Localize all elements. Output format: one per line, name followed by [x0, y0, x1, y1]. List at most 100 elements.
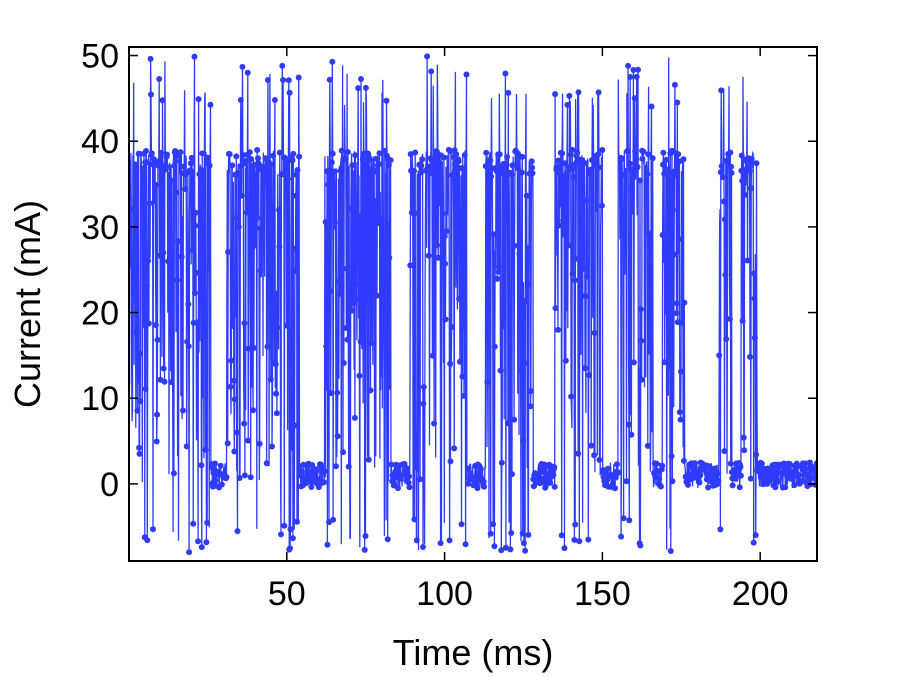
data-point	[164, 151, 170, 158]
data-point	[578, 251, 585, 257]
data-point	[573, 255, 579, 262]
data-point	[186, 167, 193, 174]
data-point	[628, 183, 635, 190]
data-point	[692, 460, 698, 467]
data-point	[180, 163, 187, 170]
data-point	[276, 149, 283, 156]
data-point	[391, 481, 398, 488]
data-point	[420, 400, 427, 407]
data-point	[257, 225, 264, 232]
data-point	[233, 153, 240, 160]
data-point	[190, 520, 197, 527]
data-point	[175, 238, 181, 245]
data-point	[678, 368, 684, 375]
data-point	[134, 407, 141, 414]
data-point	[500, 323, 506, 330]
data-point	[287, 545, 293, 552]
data-point	[692, 472, 699, 479]
data-point	[328, 159, 335, 166]
data-point	[514, 159, 521, 166]
data-point	[239, 63, 246, 70]
data-point	[488, 173, 495, 180]
data-point	[626, 160, 633, 167]
data-point	[661, 359, 668, 366]
data-point	[530, 483, 537, 490]
data-point	[750, 539, 757, 546]
data-point	[343, 325, 350, 331]
data-point	[261, 168, 268, 175]
data-point	[286, 89, 293, 96]
data-point	[283, 322, 290, 329]
data-point	[143, 159, 150, 166]
data-point	[437, 160, 444, 166]
data-point	[685, 481, 691, 488]
data-point	[790, 473, 796, 480]
data-point	[247, 474, 254, 481]
data-point	[157, 160, 164, 167]
data-point	[150, 526, 156, 533]
data-point	[675, 151, 682, 158]
data-point	[272, 361, 279, 368]
data-point	[550, 472, 557, 479]
data-point	[145, 320, 152, 327]
data-point	[637, 177, 643, 184]
data-point	[334, 433, 341, 440]
data-point	[728, 163, 735, 170]
data-point	[447, 360, 454, 367]
data-point	[354, 228, 361, 235]
data-point	[406, 484, 413, 491]
data-point	[507, 546, 514, 553]
data-point	[561, 545, 568, 552]
data-point	[325, 181, 332, 188]
data-point	[556, 222, 563, 229]
data-point	[129, 261, 134, 268]
data-point	[556, 169, 563, 176]
data-point	[491, 543, 498, 550]
data-point	[753, 451, 760, 458]
data-point	[340, 360, 347, 366]
data-point	[290, 150, 297, 157]
data-point	[721, 448, 728, 455]
data-point	[184, 338, 191, 345]
data-point	[270, 152, 277, 159]
data-point	[362, 533, 369, 539]
data-point	[676, 409, 683, 416]
data-point	[136, 450, 143, 457]
data-point	[335, 278, 342, 285]
data-point	[234, 528, 241, 535]
data-point	[723, 336, 730, 342]
data-point	[362, 162, 369, 169]
data-point	[520, 540, 527, 547]
y-tick-label: 30	[81, 209, 119, 247]
data-point	[254, 215, 261, 221]
data-point	[740, 434, 747, 441]
data-point	[344, 336, 351, 343]
data-point	[700, 466, 707, 473]
data-point	[428, 68, 435, 75]
data-point	[247, 203, 254, 209]
data-point	[376, 150, 383, 157]
data-point	[511, 416, 518, 423]
data-point	[413, 537, 420, 544]
data-point	[494, 275, 501, 282]
data-point	[232, 214, 239, 221]
data-point	[558, 532, 565, 539]
data-point	[352, 296, 359, 302]
data-point	[575, 450, 582, 457]
data-point	[276, 243, 283, 250]
x-tick-label: 150	[574, 575, 631, 613]
data-point	[681, 299, 688, 306]
data-point	[751, 295, 758, 302]
data-point	[631, 95, 638, 102]
data-point	[407, 151, 414, 158]
data-point	[463, 71, 470, 78]
data-point	[405, 479, 412, 486]
data-point	[244, 69, 251, 76]
data-point	[482, 163, 489, 170]
data-point	[367, 173, 374, 180]
data-point	[474, 485, 481, 492]
data-point	[585, 536, 592, 543]
data-point	[336, 290, 343, 297]
data-point	[718, 163, 725, 170]
data-point	[224, 440, 231, 447]
